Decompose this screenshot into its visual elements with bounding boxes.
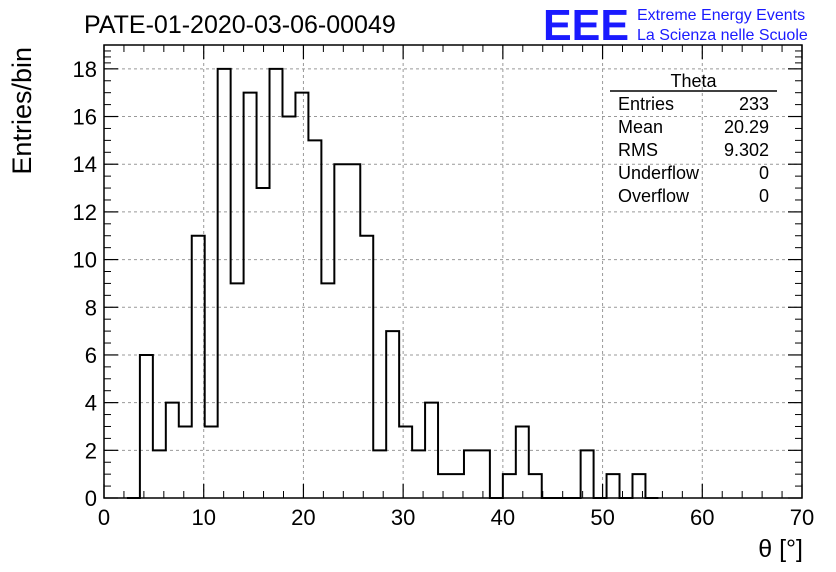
histogram-bin [218,69,231,498]
eee-logo: EEE Extreme Energy Events La Scienza nel… [543,1,808,50]
chart-title: PATE-01-2020-03-06-00049 [84,11,396,39]
tick-labels: 0 10 20 30 40 50 60 70 0 2 4 6 8 10 12 14 16 18 [73,57,815,530]
histogram-bin [270,69,283,498]
stats-value: 9.302 [724,140,769,160]
histogram-bin [295,93,308,498]
y-tick-label: 6 [85,343,97,368]
logo-line-1: Extreme Energy Events [637,7,805,24]
x-tick-label: 70 [790,505,814,530]
stats-value: 233 [739,94,769,114]
histogram-outline [126,67,659,499]
axis-ticks [103,45,803,499]
histogram-bin [205,426,218,498]
y-tick-label: 14 [73,152,97,177]
histogram-bin [244,93,257,498]
y-tick-label: 8 [85,295,97,320]
stats-value: 0 [759,186,769,206]
histogram-bin [257,188,270,498]
histogram-bin [632,474,645,498]
stats-label: Entries [618,94,674,114]
histogram-bin [373,450,386,498]
x-tick-label: 20 [291,505,315,530]
histogram-bin [321,283,334,498]
stats-label: Underflow [618,163,700,183]
histogram-bin [399,426,412,498]
histogram-bin [581,450,594,498]
y-tick-label: 16 [73,105,97,130]
stats-value: 0 [759,163,769,183]
stats-value: 20.29 [724,117,769,137]
y-tick-label: 2 [85,438,97,463]
logo-mark: EEE [543,1,629,50]
y-axis-label: Entries/bin [7,47,37,175]
logo-line-2: La Scienza nelle Scuole [637,27,808,44]
x-tick-label: 10 [191,505,215,530]
stats-label: Mean [618,117,663,137]
x-tick-label: 60 [690,505,714,530]
histogram-bin [386,331,399,498]
histogram-bars [126,67,659,499]
histogram-bin [438,474,451,498]
histogram-bin [153,450,166,498]
histogram-bin [516,426,529,498]
x-tick-label: 0 [98,505,110,530]
x-tick-label: 30 [391,505,415,530]
histogram-bin [231,283,244,498]
histogram-bin [464,450,477,498]
y-tick-label: 4 [85,391,97,416]
histogram-bin [503,474,516,498]
histogram-bin [529,474,542,498]
histogram-bin [308,140,321,498]
y-tick-label: 18 [73,57,97,82]
histogram-bin [607,474,620,498]
y-tick-label: 10 [73,248,97,273]
histogram-bin [347,164,360,498]
y-tick-label: 12 [73,200,97,225]
x-axis-label: θ [°] [758,535,803,563]
y-tick-label: 0 [85,486,97,511]
histogram-bin [451,474,464,498]
histogram-bin [412,450,425,498]
stats-box: Theta Entries 233 Mean 20.29 RMS 9.302 Underflo… [610,71,777,206]
histogram-bin [140,355,153,498]
histogram-bin [179,426,192,498]
histogram-bin [477,450,490,498]
plot-frame [103,44,803,499]
stats-label: RMS [618,140,658,160]
histogram-bin [334,164,347,498]
histogram-bin [360,236,373,498]
x-tick-label: 40 [491,505,515,530]
histogram-bin [192,236,205,498]
grid-lines [104,45,802,498]
x-tick-label: 50 [590,505,614,530]
stats-label: Overflow [618,186,690,206]
stats-title: Theta [670,71,717,91]
